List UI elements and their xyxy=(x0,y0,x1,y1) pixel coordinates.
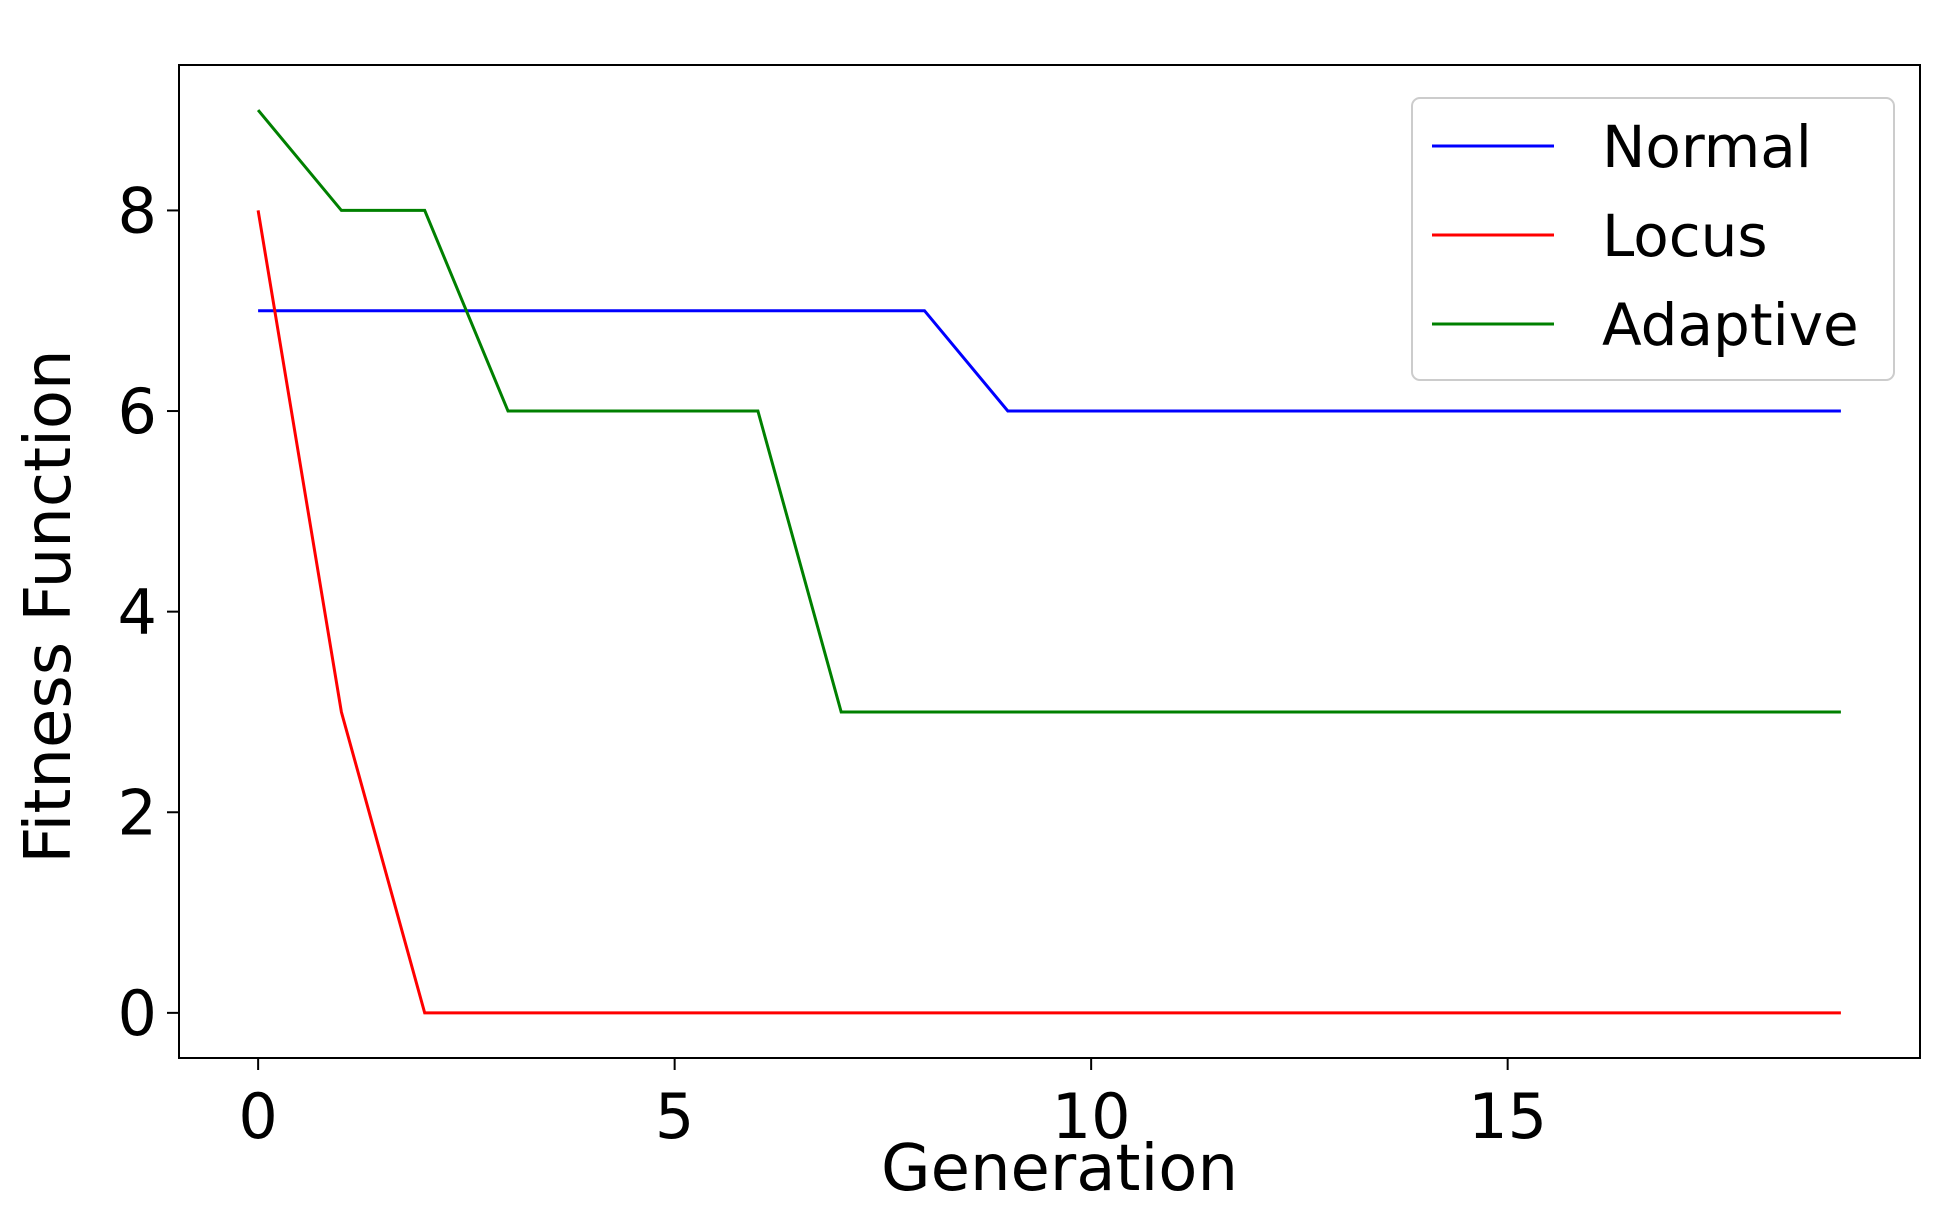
x-tick-label: 5 xyxy=(655,1080,694,1153)
y-axis: 0 2 4 6 8 xyxy=(118,174,179,1050)
series-layer xyxy=(256,109,1841,1015)
x-tick-label: 0 xyxy=(238,1080,277,1153)
x-axis: 0 5 10 15 xyxy=(238,1058,1547,1153)
legend: Normal Locus Adaptive xyxy=(1411,97,1895,381)
series-line-locus xyxy=(256,210,1841,1015)
y-tick-label: 4 xyxy=(118,576,157,649)
series-line-adaptive xyxy=(256,109,1841,714)
x-tick-label: 15 xyxy=(1468,1080,1547,1153)
y-tick-label: 6 xyxy=(118,375,157,448)
y-tick-label: 2 xyxy=(118,776,157,849)
series-line-normal xyxy=(258,309,1841,413)
y-tick-label: 0 xyxy=(118,977,157,1050)
x-axis-title: Generation xyxy=(881,1132,1238,1205)
plot-frame xyxy=(178,64,1921,1059)
legend-label-normal: Normal xyxy=(1602,113,1812,181)
legend-box xyxy=(1411,97,1895,381)
y-tick-label: 8 xyxy=(118,174,157,247)
legend-label-adaptive: Adaptive xyxy=(1602,291,1859,359)
legend-label-locus: Locus xyxy=(1602,202,1768,270)
y-axis-title: Fitness Function xyxy=(12,349,86,863)
x-tick-label: 10 xyxy=(1052,1080,1131,1153)
